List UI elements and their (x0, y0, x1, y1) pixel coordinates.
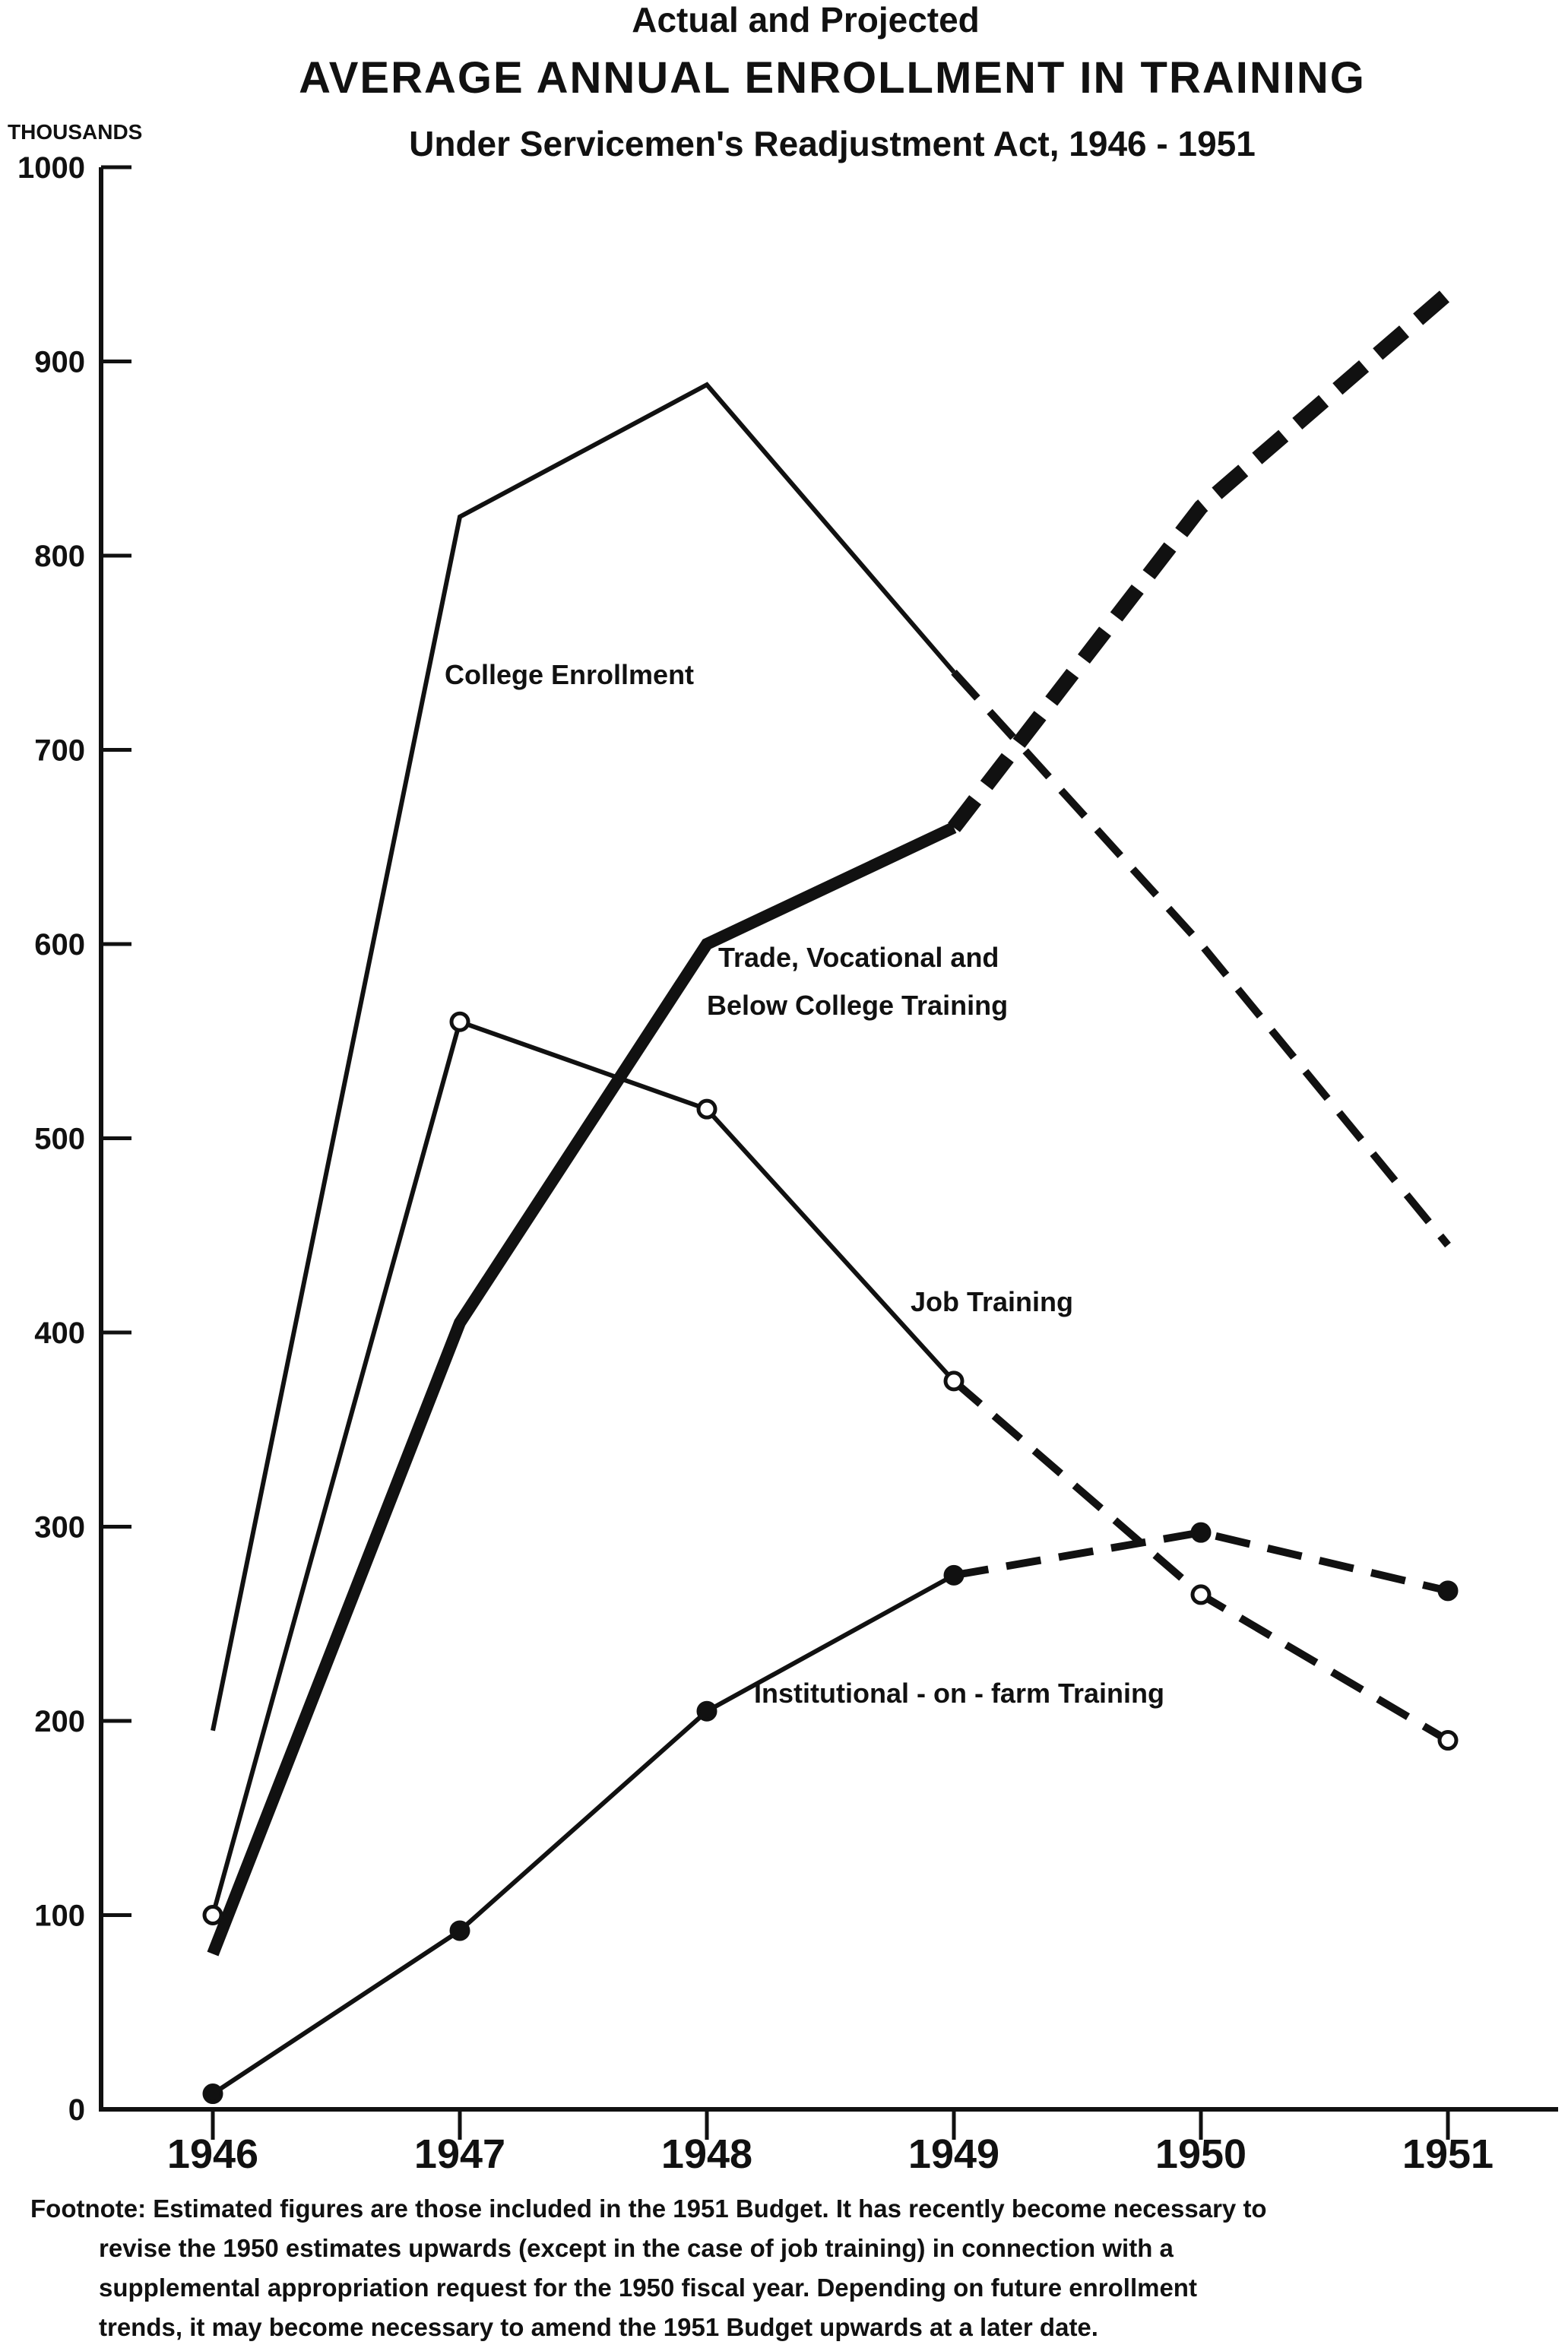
x-tick-label: 1946 (167, 2131, 258, 2174)
y-tick-label: 700 (34, 734, 85, 768)
series-label-trade-vocational-line1: Trade, Vocational and (718, 942, 999, 973)
series-line-actual-institutional-on-farm-training (211, 1573, 955, 2096)
footnote-line-3: supplemental appropriation request for t… (99, 2274, 1197, 2302)
data-point-institutional-on-farm-training (1437, 1580, 1459, 1602)
data-point-institutional-on-farm-training (1190, 1522, 1212, 1543)
data-point-job-training (696, 1098, 717, 1120)
footnote-line-1: Footnote: Estimated figures are those in… (30, 2194, 1267, 2223)
data-point-institutional-on-farm-training (943, 1564, 965, 1586)
footnote-line-4: trends, it may become necessary to amend… (99, 2313, 1098, 2341)
y-tick-label: 300 (34, 1511, 85, 1545)
y-tick-label: 800 (34, 540, 85, 573)
series-label-job-training: Job Training (911, 1286, 1073, 1317)
data-point-job-training (1190, 1584, 1212, 1605)
y-tick-label: 0 (68, 2093, 85, 2127)
y-tick-label: 400 (34, 1317, 85, 1350)
series-line-projected-college-enrollment (951, 669, 1451, 1248)
series-line-actual-job-training (211, 1019, 956, 1916)
x-tick-label: 1951 (1402, 2131, 1494, 2174)
x-tick-label: 1950 (1155, 2131, 1246, 2174)
data-point-institutional-on-farm-training (449, 1920, 470, 1941)
data-point-job-training (1437, 1730, 1459, 1751)
chart-title-pre: Actual and Projected (632, 0, 980, 40)
y-tick-label: 100 (34, 1900, 85, 1933)
y-tick-label: 200 (34, 1705, 85, 1738)
data-point-job-training (202, 1905, 223, 1925)
y-axis-unit-label: THOUSANDS (8, 120, 142, 144)
series-line-actual-trade-vocational-and-below-college-training (207, 822, 957, 1957)
series-line-projected-trade-vocational-and-below-college-training (948, 287, 1453, 832)
series-label-institutional-on-farm: Institutional - on - farm Training (754, 1678, 1164, 1709)
footnote-line-2: revise the 1950 estimates upwards (excep… (99, 2234, 1174, 2262)
chart-subtitle: Under Servicemen's Readjustment Act, 194… (409, 124, 1256, 163)
data-point-institutional-on-farm-training (696, 1700, 717, 1722)
series-markers (202, 1011, 1459, 2105)
y-tick-label: 600 (34, 928, 85, 962)
x-tick-label: 1949 (908, 2131, 999, 2174)
data-point-job-training (943, 1370, 965, 1392)
data-point-institutional-on-farm-training (202, 2083, 223, 2105)
x-tick-label: 1948 (661, 2131, 752, 2174)
y-tick-label: 500 (34, 1123, 85, 1156)
series-lines (207, 287, 1453, 2096)
y-tick-label: 900 (34, 346, 85, 379)
series-label-trade-vocational-line2: Below College Training (707, 990, 1008, 1021)
x-ticks: 1946 1947 1948 1949 1950 1951 (167, 2109, 1494, 2174)
enrollment-line-chart: Actual and Projected AVERAGE ANNUAL ENRO… (8, 0, 1558, 2174)
chart-title: AVERAGE ANNUAL ENROLLMENT IN TRAINING (299, 53, 1366, 103)
y-tick-label: 1000 (17, 151, 85, 185)
x-tick-label: 1947 (414, 2131, 505, 2174)
series-label-college-enrollment: College Enrollment (445, 659, 694, 690)
footnote: Footnote: Estimated figures are those in… (30, 2189, 1543, 2347)
series-line-projected-institutional-on-farm-training (953, 1529, 1449, 1595)
series-line-actual-college-enrollment (211, 382, 956, 1732)
data-point-job-training (449, 1011, 470, 1032)
y-ticks: 0 100 200 300 400 500 600 700 800 900 1000 (17, 151, 131, 2127)
